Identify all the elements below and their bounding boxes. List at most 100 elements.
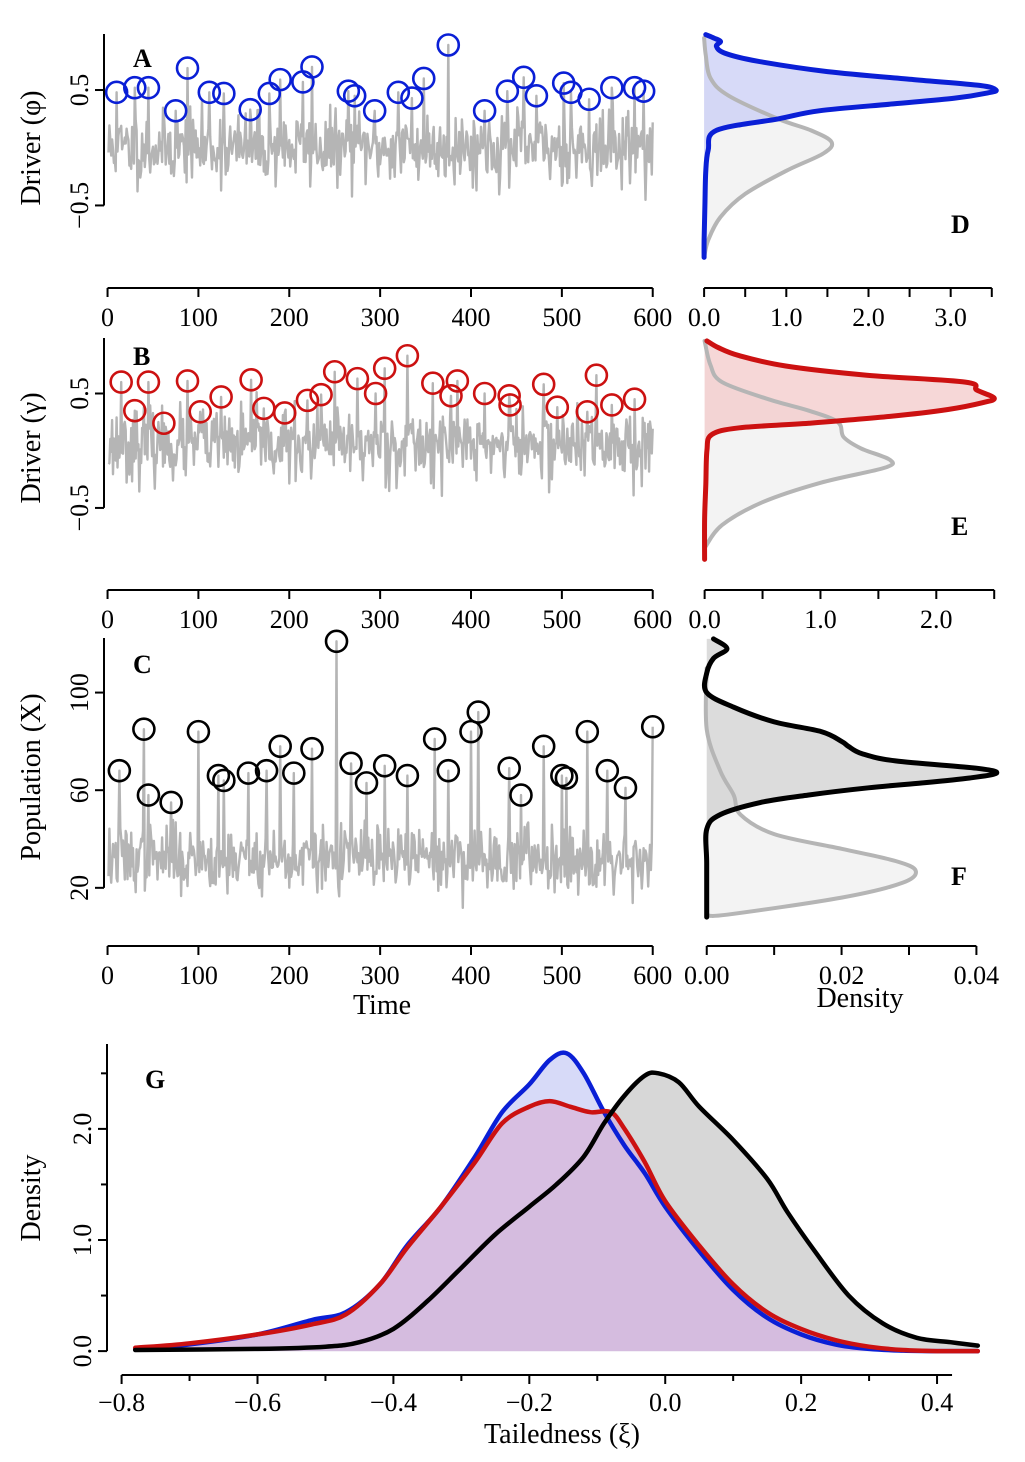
panel-b-x-tick-label: 100 bbox=[179, 605, 218, 634]
panel-f-all-density-line bbox=[703, 666, 918, 918]
panel-g-x-tick-label: −0.2 bbox=[506, 1388, 553, 1417]
panel-c-series-line bbox=[107, 640, 654, 909]
panel-c-peak-point bbox=[531, 734, 556, 759]
panel-a-peak-point bbox=[524, 83, 549, 108]
panel-c-peak-point bbox=[509, 783, 533, 807]
panel-a-peak-point bbox=[163, 98, 188, 123]
panel-a-series-line bbox=[107, 43, 654, 201]
panel-a-x-tick-label: 100 bbox=[179, 303, 218, 332]
panel-b-x-tick-label: 600 bbox=[633, 605, 672, 634]
ylabel-c: Population (X) bbox=[16, 693, 47, 860]
panel-b-series-line bbox=[107, 354, 654, 498]
panel-e-x-tick-label: 1.0 bbox=[804, 605, 837, 634]
panel-a-x-tick-label: 400 bbox=[452, 303, 491, 332]
panel-b-peak-point bbox=[372, 356, 397, 381]
panel-c-peak-point bbox=[132, 717, 156, 741]
panel-c-x-tick-label: 400 bbox=[452, 961, 491, 990]
panel-a-peak-point bbox=[600, 75, 624, 100]
panel-c-peak-point bbox=[466, 700, 491, 724]
panel-c-peak-point bbox=[212, 768, 236, 793]
panel-c-peak-point bbox=[186, 719, 211, 744]
panel-b-y-tick-label: −0.5 bbox=[65, 484, 94, 531]
panel-c-peak-point bbox=[395, 763, 420, 788]
panel-g-x-tick-label: −0.8 bbox=[98, 1388, 145, 1417]
panel-c-peak-point bbox=[268, 734, 292, 759]
panel-b-peak-point bbox=[395, 343, 420, 368]
panel-b-y-tick-label: 0.5 bbox=[65, 377, 94, 410]
panel-a-peak-point bbox=[386, 80, 411, 105]
panel-b-peak-point bbox=[136, 370, 161, 394]
panel-b-peak-point bbox=[421, 371, 445, 396]
panel-g-x-tick-label: −0.4 bbox=[370, 1388, 417, 1417]
panel-label-g: G bbox=[145, 1065, 165, 1094]
panel-e-peaks-density-fill bbox=[704, 340, 995, 560]
panel-a-x-tick-label: 600 bbox=[633, 303, 672, 332]
panel-c-x-tick-label: 0 bbox=[101, 961, 114, 990]
panel-c-peak-point bbox=[254, 758, 279, 783]
panel-a-x-tick-label: 200 bbox=[270, 303, 309, 332]
panel-a-peak-point bbox=[436, 33, 461, 57]
panel-a-peak-point bbox=[342, 83, 367, 108]
panel-c-peak-point bbox=[613, 775, 638, 800]
panel-a-peak-point bbox=[411, 66, 436, 91]
panel-label-e: E bbox=[951, 512, 968, 541]
ylabel-g: Density bbox=[16, 1154, 47, 1241]
panel-f-peaks-density-fill bbox=[704, 638, 997, 918]
panel-g-x-tick-label: 0.0 bbox=[649, 1388, 682, 1417]
panel-g-pop-density-line bbox=[132, 1070, 981, 1353]
panel-b-peak-point bbox=[109, 370, 133, 394]
panel-c-x-tick-label: 100 bbox=[179, 961, 218, 990]
xlabel-c: Time bbox=[353, 990, 411, 1021]
panel-c-peak-point bbox=[339, 751, 363, 776]
panel-b-peak-point bbox=[498, 393, 522, 417]
panel-e-x-tick-label: 2.0 bbox=[920, 605, 953, 634]
panel-g-y-tick-label: 0.0 bbox=[68, 1335, 97, 1368]
panel-d-x-tick-label: 2.0 bbox=[852, 303, 885, 332]
xlabel-f: Density bbox=[816, 983, 903, 1014]
panel-b-peak-point bbox=[239, 367, 263, 392]
panel-b-peak-point bbox=[152, 411, 176, 436]
panel-c-y-tick-label: 60 bbox=[65, 777, 94, 803]
panel-c-peak-point bbox=[159, 790, 183, 815]
panel-g-y-tick-label: 2.0 bbox=[68, 1113, 97, 1146]
panel-f-x-tick-label: 0.00 bbox=[684, 961, 730, 990]
panel-a-y-tick-label: −0.5 bbox=[65, 182, 94, 229]
panel-c-peak-point bbox=[372, 753, 397, 778]
panel-a-peak-point bbox=[175, 56, 200, 80]
panel-label-a: A bbox=[133, 44, 152, 73]
panel-f-peaks-density-line bbox=[701, 636, 1000, 920]
panel-a-peak-point bbox=[238, 97, 263, 122]
panel-c-y-tick-label: 20 bbox=[65, 875, 94, 901]
panel-b-x-tick-label: 500 bbox=[542, 605, 581, 634]
xlabel-g: Tailedness (ξ) bbox=[484, 1419, 640, 1450]
panel-c-y-tick-label: 100 bbox=[65, 673, 94, 712]
panel-c-peak-point bbox=[595, 758, 620, 783]
panel-c-peak-point bbox=[436, 758, 461, 783]
panel-b-x-tick-label: 0 bbox=[101, 605, 114, 634]
panel-a-x-tick-label: 0 bbox=[101, 303, 114, 332]
panel-a-y-tick-label: 0.5 bbox=[65, 74, 94, 107]
panel-a-peak-point bbox=[123, 75, 147, 100]
panel-label-d: D bbox=[951, 210, 970, 239]
panel-b-peak-point bbox=[622, 387, 647, 412]
ylabel-a: Driver (φ) bbox=[16, 91, 47, 206]
panel-b-peak-point bbox=[322, 359, 347, 384]
panel-f-x-tick-label: 0.02 bbox=[819, 961, 865, 990]
panel-c-peak-point bbox=[206, 763, 231, 788]
ylabel-b: Driver (γ) bbox=[16, 392, 47, 503]
panel-a-peak-point bbox=[268, 67, 292, 92]
panel-b-peak-point bbox=[439, 383, 463, 408]
panel-a-x-tick-label: 300 bbox=[361, 303, 400, 332]
panel-a-peak-point bbox=[336, 79, 361, 103]
panel-c-peak-point bbox=[136, 783, 161, 807]
panel-b-peak-point bbox=[545, 395, 570, 420]
panel-a-peak-point bbox=[631, 79, 656, 103]
panel-b-peak-point bbox=[363, 381, 388, 406]
panel-b-x-tick-label: 300 bbox=[361, 605, 400, 634]
panel-a-peak-point bbox=[472, 98, 497, 123]
panel-b-peak-point bbox=[295, 388, 320, 413]
panel-e-all-density-fill bbox=[704, 340, 893, 548]
panel-d-all-density-line bbox=[702, 36, 835, 260]
panel-g-gamma-density-fill bbox=[135, 1101, 978, 1352]
panel-c-x-tick-label: 200 bbox=[270, 961, 309, 990]
